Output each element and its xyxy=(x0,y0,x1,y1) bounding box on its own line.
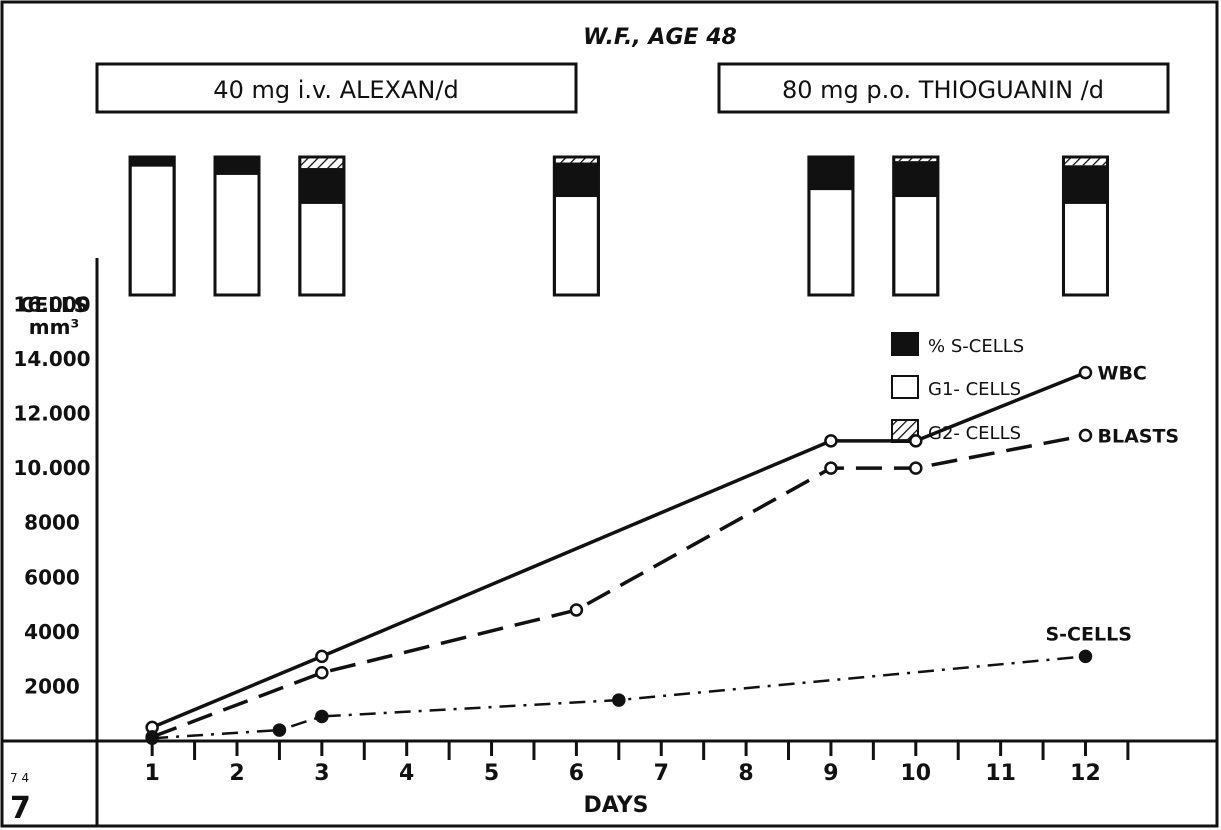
treatment-box-alexan xyxy=(95,62,578,114)
x-axis-label: DAYS xyxy=(584,793,649,818)
bar-s-day-9 xyxy=(808,157,853,191)
x-tick-label-8: 8 xyxy=(738,761,753,786)
x-tick-label-12: 12 xyxy=(1070,761,1101,786)
bar-outline-day-12 xyxy=(1061,155,1109,297)
series-line-blasts xyxy=(151,433,1086,739)
cell-cycle-bars xyxy=(128,155,1109,297)
series-point-s-cells-4 xyxy=(1078,649,1093,664)
bar-outline-day-6 xyxy=(552,155,600,297)
bar-g2-day-6 xyxy=(554,157,599,163)
series-lines xyxy=(145,365,1093,746)
treatment-box-thioguanin xyxy=(717,62,1170,114)
bar-g2-day-12 xyxy=(1063,157,1108,166)
bar-s-day-1 xyxy=(130,157,175,167)
series-labels: WBC BLASTS S-CELLS xyxy=(1045,363,1179,646)
x-tick-label-5: 5 xyxy=(484,761,499,786)
y-tick-label-6000: 6000 xyxy=(24,565,80,589)
x-tick-label-6: 6 xyxy=(569,761,584,786)
series-label-s-cells: S-CELLS xyxy=(1045,623,1131,645)
series-point-wbc-2 xyxy=(824,434,838,448)
legend-label-g1-cells: G1- CELLS xyxy=(928,379,1021,400)
bar-s-day-3 xyxy=(299,168,344,204)
y-tick-label-8000: 8000 xyxy=(24,511,80,535)
legend-swatch-s-cells xyxy=(891,332,919,356)
x-tick-label-7: 7 xyxy=(654,761,669,786)
bar-s-day-12 xyxy=(1063,165,1108,204)
corner-mark: 7 xyxy=(10,791,31,826)
y-tick-label-12.000: 12.000 xyxy=(13,402,90,426)
series-point-s-cells-0 xyxy=(145,731,159,746)
series-point-wbc-1 xyxy=(315,649,329,664)
bar-g1-day-2 xyxy=(213,155,261,297)
bar-s-day-10 xyxy=(893,161,938,198)
series-label-wbc: WBC xyxy=(1097,363,1146,385)
bar-s-day-2 xyxy=(215,157,259,175)
series-point-blasts-1 xyxy=(315,666,329,680)
x-tick-label-4: 4 xyxy=(399,761,414,786)
series-point-blasts-2 xyxy=(569,603,584,617)
legend-label-g2-cells: G2- CELLS xyxy=(928,423,1021,444)
treatment-label-thioguanin: 80 mg p.o. THIOGUANIN /d xyxy=(782,76,1104,104)
bar-outline-day-2 xyxy=(213,155,261,297)
series-line-s-cells xyxy=(152,655,1086,740)
y-tick-label-4000: 4000 xyxy=(24,620,80,644)
legend-swatch-g1-cells xyxy=(891,375,919,399)
y-axis-label-line2: mm³ xyxy=(29,315,79,339)
bar-outline-day-10 xyxy=(892,155,940,297)
y-tick-label-16.000: 16.000 xyxy=(13,292,90,316)
bar-outline-day-9 xyxy=(807,155,855,297)
x-tick-label-3: 3 xyxy=(314,761,329,786)
bar-outline-day-1 xyxy=(128,155,176,297)
legend-label-s-cells: % S-CELLS xyxy=(928,336,1024,357)
bar-outline-day-3 xyxy=(298,155,346,297)
legend: % S-CELLS G1- CELLS G2- CELLS xyxy=(891,332,1024,444)
x-tick-label-9: 9 xyxy=(823,761,838,786)
series-label-blasts: BLASTS xyxy=(1097,425,1179,447)
x-tick-label-10: 10 xyxy=(900,761,931,786)
series-point-s-cells-1 xyxy=(272,723,287,737)
y-tick-label-14.000: 14.000 xyxy=(13,347,90,371)
x-tick-label-2: 2 xyxy=(229,761,244,786)
bar-s-day-6 xyxy=(554,162,599,198)
series-point-s-cells-3 xyxy=(612,693,626,707)
bar-g2-day-3 xyxy=(299,157,344,169)
series-point-wbc-3 xyxy=(909,434,923,448)
x-ticks: 1 2 3 4 5 6 7 8 9 10 11 12 xyxy=(144,741,1130,786)
treatment-label-alexan: 40 mg i.v. ALEXAN/d xyxy=(213,76,458,104)
series-point-blasts-3 xyxy=(824,461,838,475)
x-tick-label-1: 1 xyxy=(144,761,159,786)
x-tick-label-11: 11 xyxy=(985,761,1016,786)
chart-title: W.F., AGE 48 xyxy=(583,25,737,50)
y-tick-label-10.000: 10.000 xyxy=(13,456,90,480)
y-axis-label-line1: CELLS xyxy=(20,293,88,317)
bar-g1-day-1 xyxy=(128,155,176,297)
series-point-wbc-4 xyxy=(1078,365,1093,380)
y-tick-labels: 16.000 14.000 12.000 10.000 8000 6000 4000 2000 xyxy=(13,292,90,698)
series-point-s-cells-2 xyxy=(315,709,329,724)
corner-superscript: 7 4 xyxy=(10,771,29,785)
bar-g2-day-10 xyxy=(893,157,938,162)
y-tick-label-2000: 2000 xyxy=(24,674,80,698)
series-point-blasts-4 xyxy=(909,461,923,475)
series-point-blasts-5 xyxy=(1078,428,1093,443)
